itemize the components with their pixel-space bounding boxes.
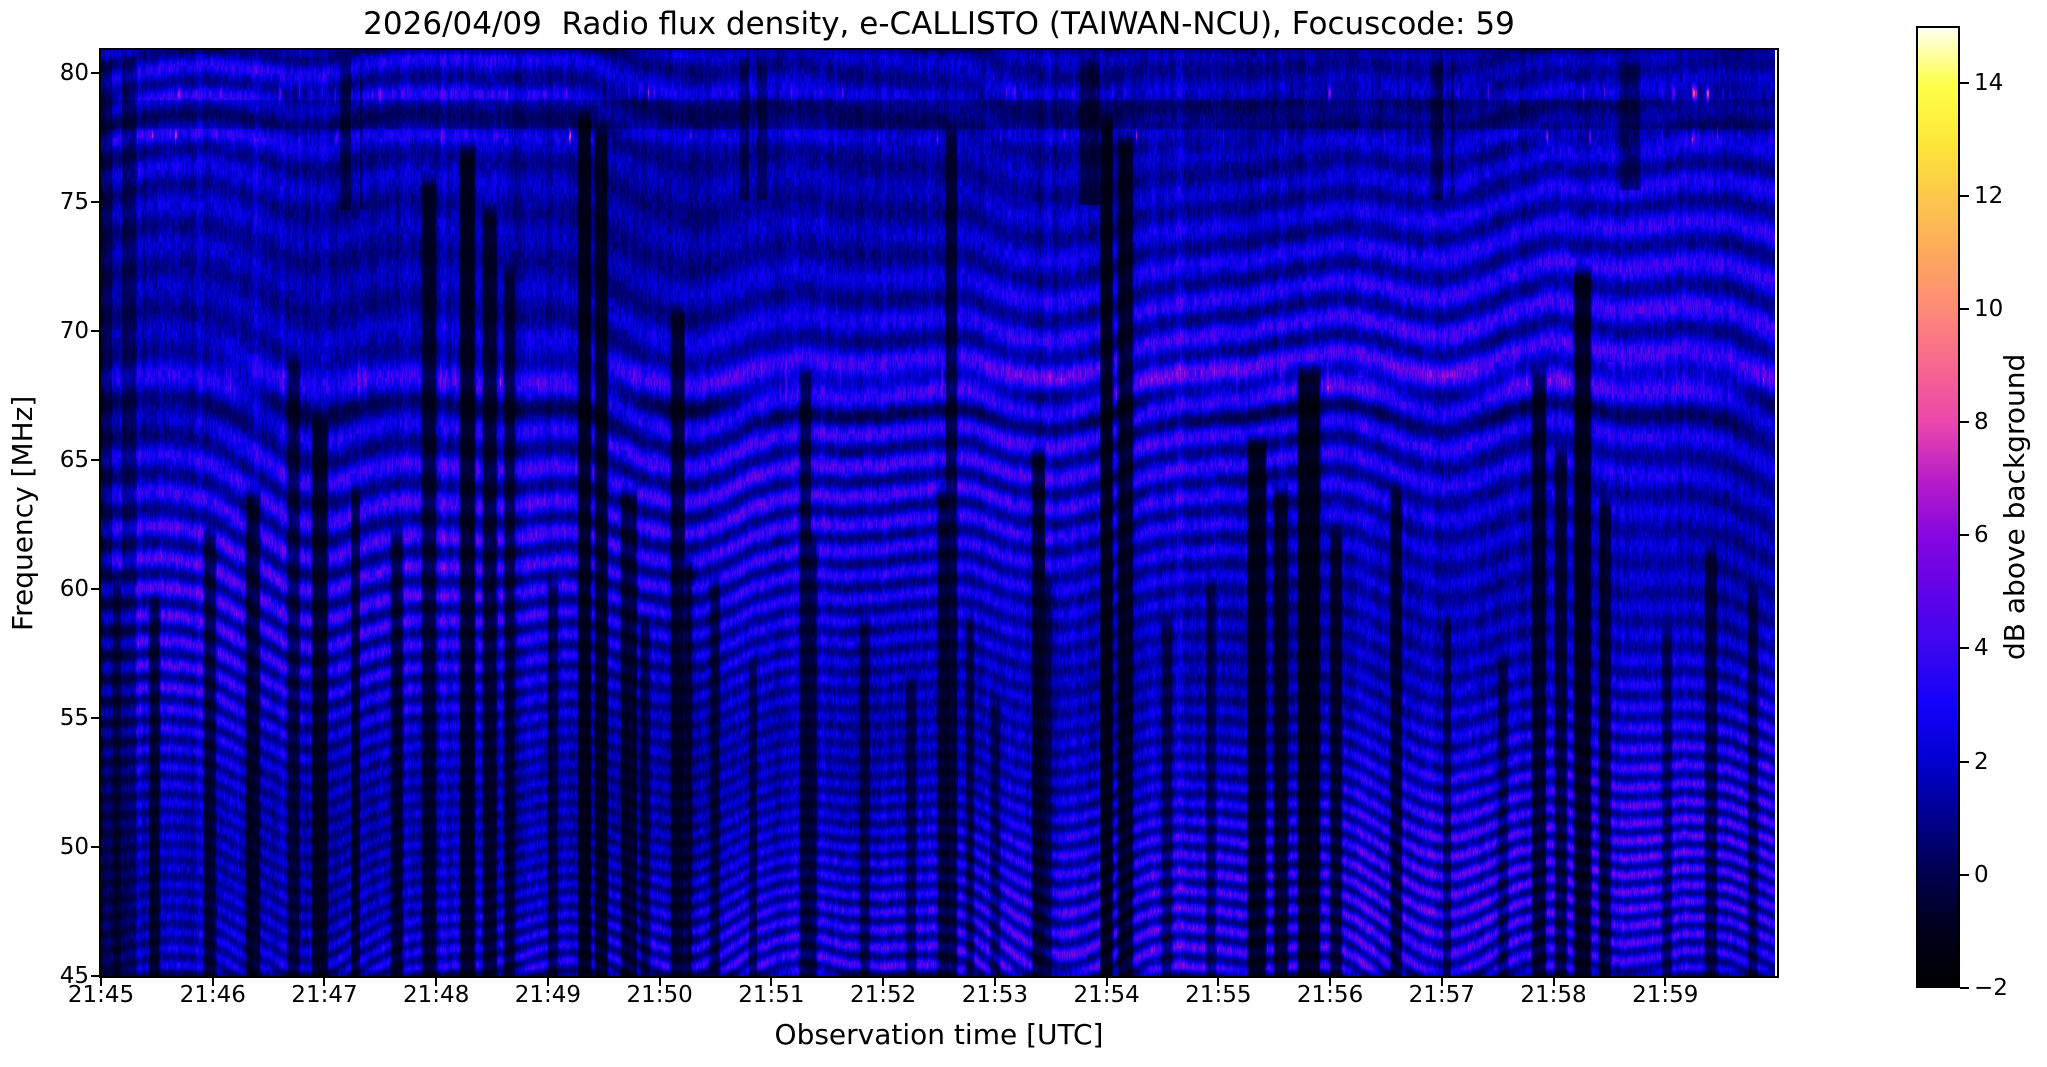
x-tick-label: 21:48 xyxy=(403,982,470,1008)
y-tick-label: 45 xyxy=(59,963,89,989)
x-tick-label: 21:49 xyxy=(514,982,582,1008)
x-tick-label: 21:52 xyxy=(849,982,917,1008)
colorbar-tick-label: 6 xyxy=(1974,522,1989,549)
colorbar-tick-label: 10 xyxy=(1974,295,2004,322)
colorbar-tick-label: −2 xyxy=(1974,975,2008,1001)
x-tick-mark xyxy=(1664,976,1667,986)
x-tick-label: 21:56 xyxy=(1296,982,1364,1008)
colorbar xyxy=(1916,26,1960,988)
x-tick-label: 21:47 xyxy=(291,982,358,1008)
x-tick-mark xyxy=(1329,976,1332,986)
colorbar-tick-label: 8 xyxy=(1974,409,1989,436)
x-tick-mark xyxy=(100,976,102,986)
y-tick-mark xyxy=(91,588,101,591)
colorbar-label: dB above background xyxy=(1998,353,2031,661)
colorbar-tick-mark xyxy=(1960,873,1969,876)
y-axis-label: Frequency [MHz] xyxy=(6,395,39,631)
x-tick-mark xyxy=(658,976,661,986)
x-tick-mark xyxy=(1552,976,1555,986)
colorbar-tick-mark xyxy=(1960,421,1969,424)
x-tick-mark xyxy=(323,976,326,986)
x-tick-mark xyxy=(1217,976,1220,986)
x-tick-mark xyxy=(882,976,885,986)
x-tick-label: 21:57 xyxy=(1408,982,1475,1008)
y-tick-mark xyxy=(91,459,101,462)
chart-title: 2026/04/09 Radio flux density, e-CALLIST… xyxy=(363,6,1515,42)
x-tick-label: 21:45 xyxy=(67,982,135,1008)
x-tick-label: 21:54 xyxy=(1073,982,1140,1008)
x-tick-mark xyxy=(1105,976,1108,986)
colorbar-tick-label: 4 xyxy=(1974,635,1989,662)
colorbar-tick-label: 0 xyxy=(1974,861,1989,888)
y-tick-mark xyxy=(91,717,101,720)
y-tick-mark xyxy=(91,330,101,333)
y-tick-label: 50 xyxy=(59,834,89,861)
y-tick-mark xyxy=(91,975,101,977)
y-tick-label: 70 xyxy=(59,318,89,345)
x-tick-mark xyxy=(211,976,214,986)
y-tick-label: 65 xyxy=(59,447,89,474)
x-tick-label: 21:53 xyxy=(961,982,1029,1008)
colorbar-tick-label: 2 xyxy=(1974,748,1989,775)
y-tick-label: 60 xyxy=(59,576,89,603)
spectrogram-heatmap xyxy=(101,50,1775,976)
colorbar-tick-mark xyxy=(1960,534,1969,537)
colorbar-tick-mark xyxy=(1960,987,1969,989)
x-tick-label: 21:55 xyxy=(1185,982,1252,1008)
x-axis-label: Observation time [UTC] xyxy=(774,1018,1104,1051)
y-tick-mark xyxy=(91,201,101,204)
colorbar-tick-mark xyxy=(1960,194,1969,197)
x-tick-label: 21:59 xyxy=(1632,982,1699,1008)
x-tick-mark xyxy=(1440,976,1443,986)
x-tick-mark xyxy=(435,976,438,986)
x-tick-label: 21:46 xyxy=(179,982,246,1008)
y-tick-label: 55 xyxy=(59,705,89,732)
y-tick-mark xyxy=(91,72,101,75)
x-tick-mark xyxy=(993,976,996,986)
y-tick-mark xyxy=(91,846,101,849)
colorbar-tick-mark xyxy=(1960,307,1969,310)
y-tick-label: 80 xyxy=(59,60,89,87)
x-tick-mark xyxy=(770,976,773,986)
colorbar-tick-mark xyxy=(1960,647,1969,650)
colorbar-tick-mark xyxy=(1960,81,1969,84)
x-tick-mark xyxy=(546,976,549,986)
x-tick-label: 21:51 xyxy=(738,982,805,1008)
colorbar-tick-label: 14 xyxy=(1974,69,2004,96)
y-tick-label: 75 xyxy=(59,189,89,216)
x-tick-label: 21:50 xyxy=(626,982,693,1008)
colorbar-tick-label: 12 xyxy=(1974,182,2004,209)
colorbar-tick-mark xyxy=(1960,760,1969,763)
x-tick-label: 21:58 xyxy=(1520,982,1587,1008)
